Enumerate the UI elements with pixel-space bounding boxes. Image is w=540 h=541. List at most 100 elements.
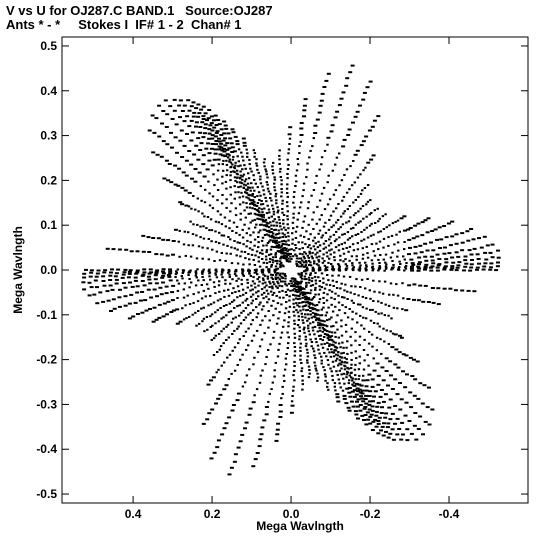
uv-point (352, 302, 355, 304)
uv-point (135, 291, 140, 294)
uv-point (261, 203, 265, 206)
uv-point (325, 299, 329, 302)
uv-point (448, 287, 453, 290)
y-tick-label: 0.5 (40, 39, 57, 53)
uv-point (225, 198, 228, 201)
uv-point (276, 262, 279, 265)
uv-point (368, 422, 373, 425)
uv-point (261, 271, 264, 274)
uv-point (309, 338, 312, 341)
uv-point (341, 296, 344, 299)
uv-point (346, 231, 350, 234)
uv-point (224, 127, 229, 130)
uv-point (350, 344, 353, 347)
uv-point (330, 290, 334, 293)
uv-point (354, 223, 357, 226)
uv-point (187, 125, 192, 128)
uv-point (337, 244, 341, 247)
uv-point (436, 287, 441, 290)
uv-point (199, 185, 202, 188)
uv-point (220, 223, 224, 226)
uv-point (307, 256, 310, 259)
uv-point (359, 303, 362, 306)
uv-point (264, 228, 267, 231)
uv-point (227, 271, 230, 274)
uv-point (348, 379, 351, 382)
uv-point (251, 194, 254, 197)
uv-point (122, 271, 127, 274)
uv-point (172, 109, 177, 112)
uv-point (306, 246, 310, 249)
uv-point (253, 152, 257, 155)
uv-point (246, 281, 249, 284)
uv-point (252, 174, 255, 177)
uv-point (329, 253, 332, 256)
uv-point (259, 175, 262, 178)
uv-point (299, 122, 304, 124)
uv-point (242, 274, 245, 277)
uv-point (242, 187, 245, 189)
uv-point (339, 259, 342, 262)
uv-point (313, 124, 318, 127)
uv-point (270, 215, 273, 218)
uv-point (324, 266, 328, 269)
uv-point (281, 242, 284, 245)
uv-point (407, 253, 411, 256)
uv-point (226, 244, 229, 247)
uv-point (204, 188, 207, 191)
uv-point (296, 264, 299, 267)
uv-point (217, 320, 220, 323)
uv-point (284, 235, 287, 238)
uv-point (356, 176, 360, 179)
uv-point (271, 285, 274, 288)
uv-point (366, 252, 369, 255)
uv-point (191, 244, 195, 247)
uv-point (436, 303, 441, 306)
uv-point (296, 283, 300, 286)
uv-point (320, 355, 323, 358)
uv-point (236, 248, 239, 251)
uv-point (275, 221, 278, 224)
uv-point (292, 306, 296, 309)
uv-point (238, 440, 243, 443)
uv-point (187, 271, 190, 274)
uv-point (228, 158, 231, 161)
uv-point (278, 416, 283, 418)
uv-point (245, 348, 248, 351)
uv-point (239, 170, 242, 173)
uv-point (328, 249, 331, 252)
uv-point (135, 271, 140, 274)
uv-point (317, 301, 321, 304)
uv-point (205, 283, 209, 286)
uv-point (333, 251, 336, 254)
uv-point (276, 250, 279, 253)
uv-point (252, 203, 255, 205)
uv-point (385, 426, 390, 429)
uv-point (327, 338, 331, 341)
uv-point (292, 370, 296, 372)
uv-point (207, 304, 210, 307)
uv-point (217, 221, 220, 224)
uv-point (161, 268, 166, 271)
uv-point (241, 385, 245, 388)
uv-point (398, 408, 403, 411)
uv-point (184, 204, 189, 207)
uv-point (309, 149, 312, 152)
uv-point (175, 308, 180, 311)
uv-point (235, 225, 239, 228)
uv-point (384, 253, 388, 256)
uv-point (215, 371, 218, 374)
uv-point (339, 215, 343, 218)
uv-point (344, 258, 347, 261)
uv-point (241, 273, 245, 276)
uv-point (360, 239, 363, 242)
uv-point (363, 406, 368, 408)
uv-point (308, 156, 311, 159)
uv-point (192, 223, 195, 226)
uv-point (330, 248, 333, 251)
uv-point (188, 315, 191, 318)
uv-point (408, 227, 413, 229)
uv-point (425, 406, 430, 409)
uv-point (437, 258, 442, 260)
uv-point (464, 262, 469, 265)
